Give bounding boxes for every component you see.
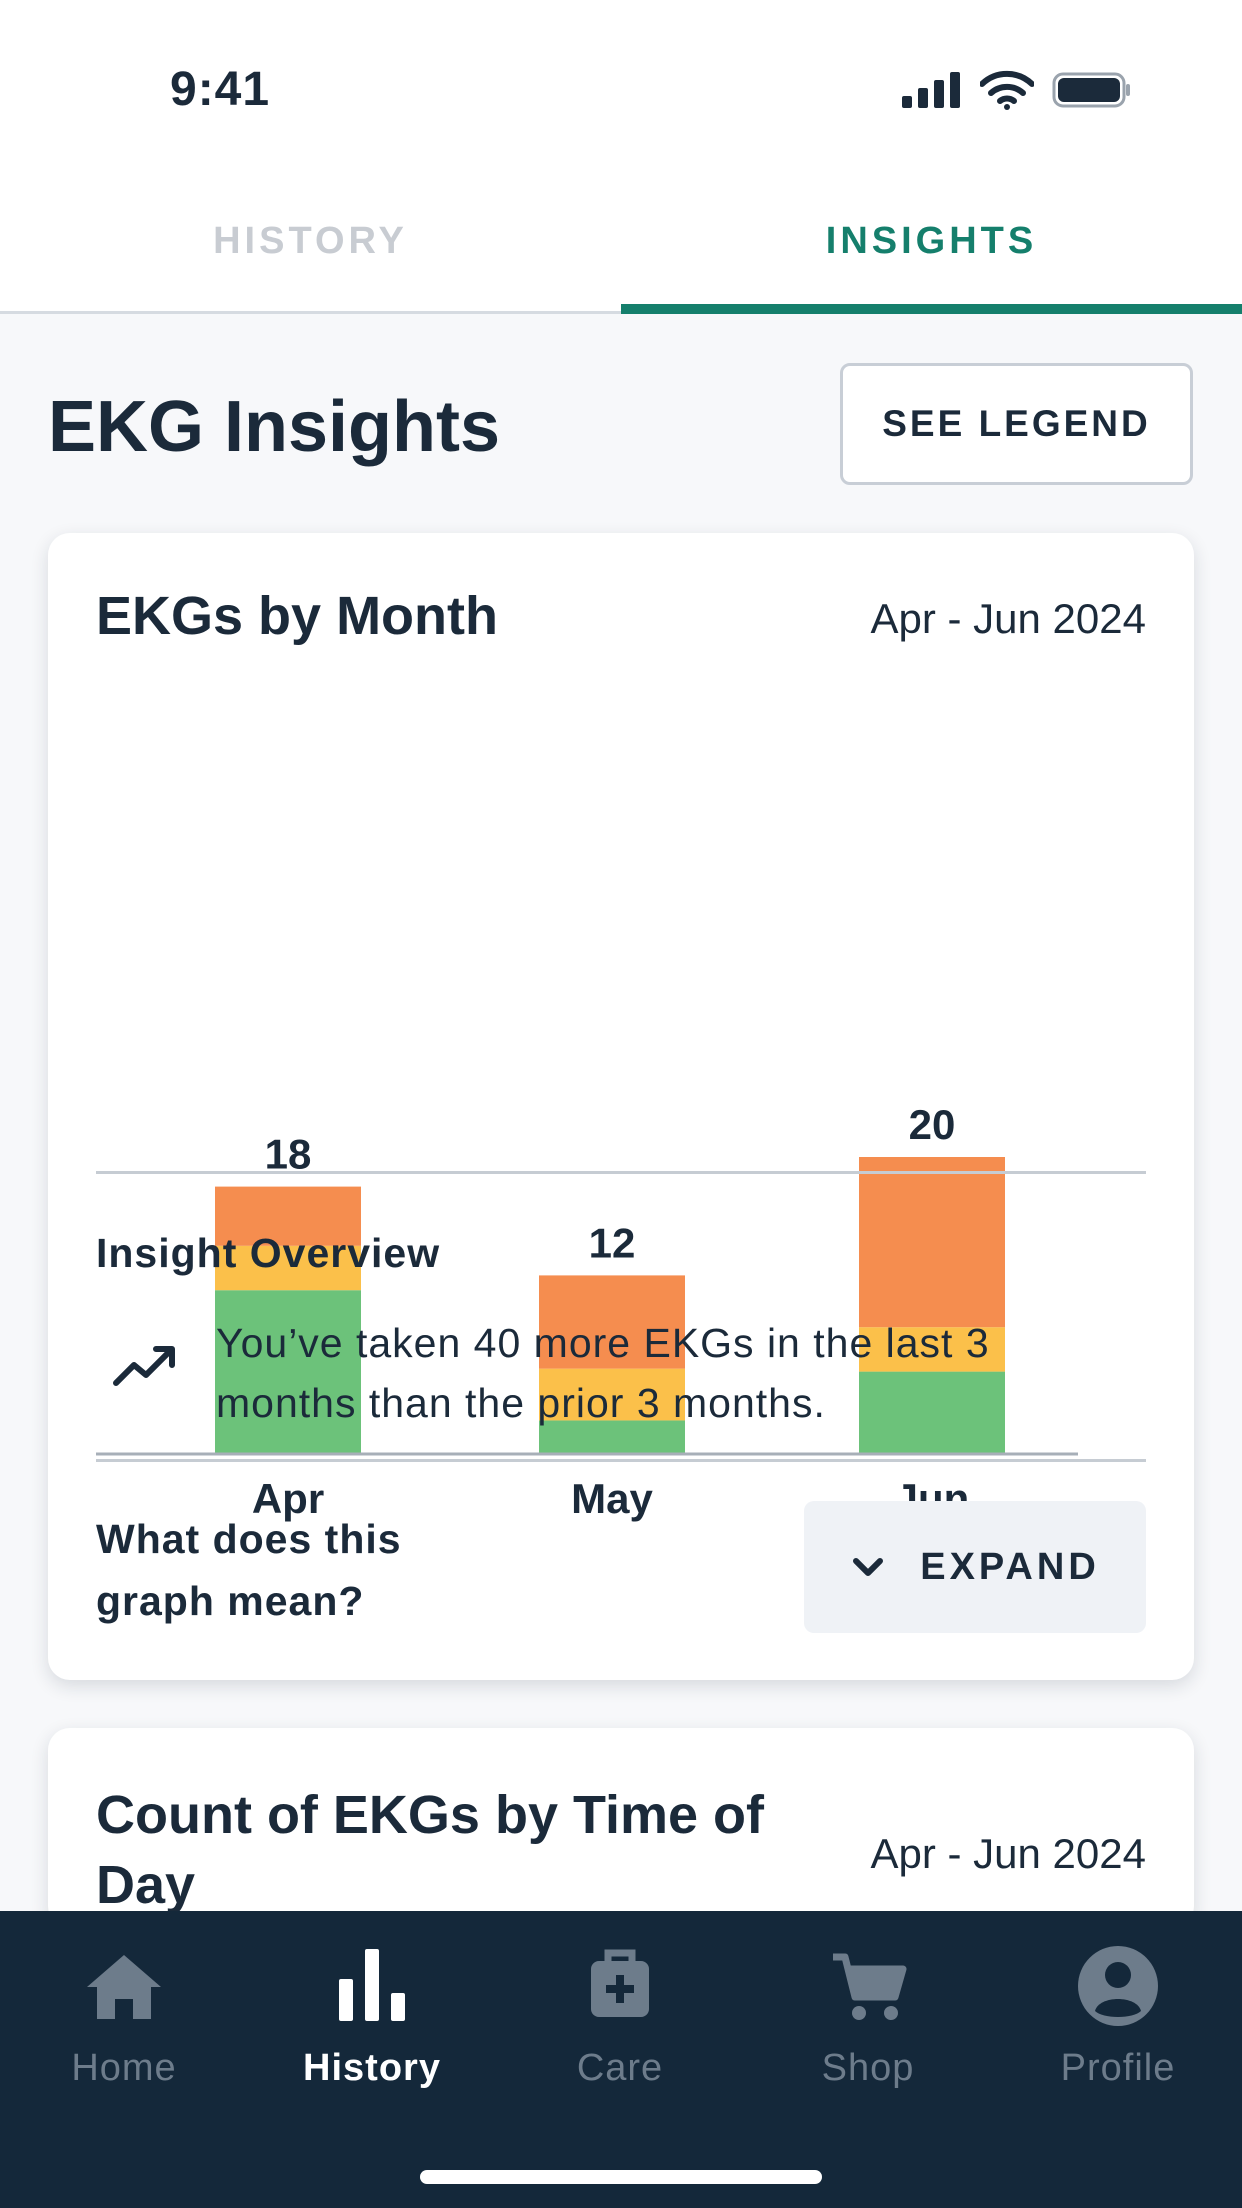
home-icon [87,1955,161,2019]
bar-segment-apr-0 [215,1290,361,1453]
medical-bag-icon [591,1949,649,2017]
nav-care[interactable]: Care [496,1941,744,2111]
nav-label: History [303,2047,441,2089]
active-tab-indicator [621,304,1242,314]
divider [96,1171,1146,1174]
x-tick-label: Apr [252,1475,324,1522]
card-title: EKGs by Month [96,586,498,646]
nav-label: Home [71,2047,177,2089]
bar-segment-jun-0 [859,1371,1005,1453]
nav-label: Profile [1060,2047,1176,2089]
status-bar: 9:41 [0,0,1242,168]
insight-overview-text: You’ve taken 40 more EKGs in the last 3 … [216,1320,990,1426]
card-title: Count of EKGs by Time of Day [96,1785,765,1915]
insight-overview-title: Insight Overview [96,1230,441,1276]
nav-home[interactable]: Home [0,1941,248,2111]
card-date-range: Apr - Jun 2024 [870,595,1146,642]
bar-segment-may-2 [539,1275,685,1369]
bar-segment-jun-2 [859,1157,1005,1328]
bar-total-label: 20 [909,1101,956,1148]
bar-segment-apr-2 [215,1186,361,1246]
battery-icon [1052,72,1130,108]
bar-segment-may-0 [539,1420,685,1453]
bar-total-label: 12 [589,1219,636,1266]
see-legend-button[interactable]: SEE LEGEND [840,363,1193,485]
bar-segment-jun-1 [859,1327,1005,1372]
chevron-down-icon [853,1558,884,1576]
home-indicator [420,2170,822,2184]
x-tick-label: May [571,1475,653,1522]
nav-profile[interactable]: Profile [994,1941,1242,2111]
status-icons [902,70,1132,110]
nav-label: Shop [821,2047,915,2089]
bottom-nav: Home History Care Shop [0,1911,1242,2208]
bar-total-label: 18 [265,1131,312,1178]
profile-icon [1078,1946,1158,2026]
wifi-icon [980,70,1034,110]
card-date-range: Apr - Jun 2024 [870,1830,1146,1877]
nav-shop[interactable]: Shop [744,1941,992,2111]
tab-history[interactable]: HISTORY [213,219,408,262]
status-time: 9:41 [170,63,271,116]
expand-label: EXPAND [920,1545,1100,1588]
tab-bar: HISTORY INSIGHTS [0,168,1242,314]
tab-insights[interactable]: INSIGHTS [825,219,1038,262]
nav-label: Care [576,2047,664,2089]
graph-meaning-question: What does this graph mean? [96,1516,402,1624]
trending-up-icon [113,1346,175,1386]
time-of-day-card: Count of EKGs by Time of Day Apr - Jun 2… [48,1728,1194,1928]
ekgs-by-month-card: EKGs by Month Apr - Jun 2024 18 Apr 12 May 2… [48,533,1194,1680]
page-title: EKG Insights [48,387,501,467]
expand-button[interactable]: EXPAND [804,1501,1146,1633]
bar-segment-apr-1 [215,1245,361,1291]
divider [96,1459,1146,1462]
bar-segment-may-1 [539,1368,685,1421]
bar-chart-icon [339,1949,405,2021]
cart-icon [833,1953,907,2020]
nav-history[interactable]: History [248,1941,496,2111]
signal-icon [902,72,960,108]
